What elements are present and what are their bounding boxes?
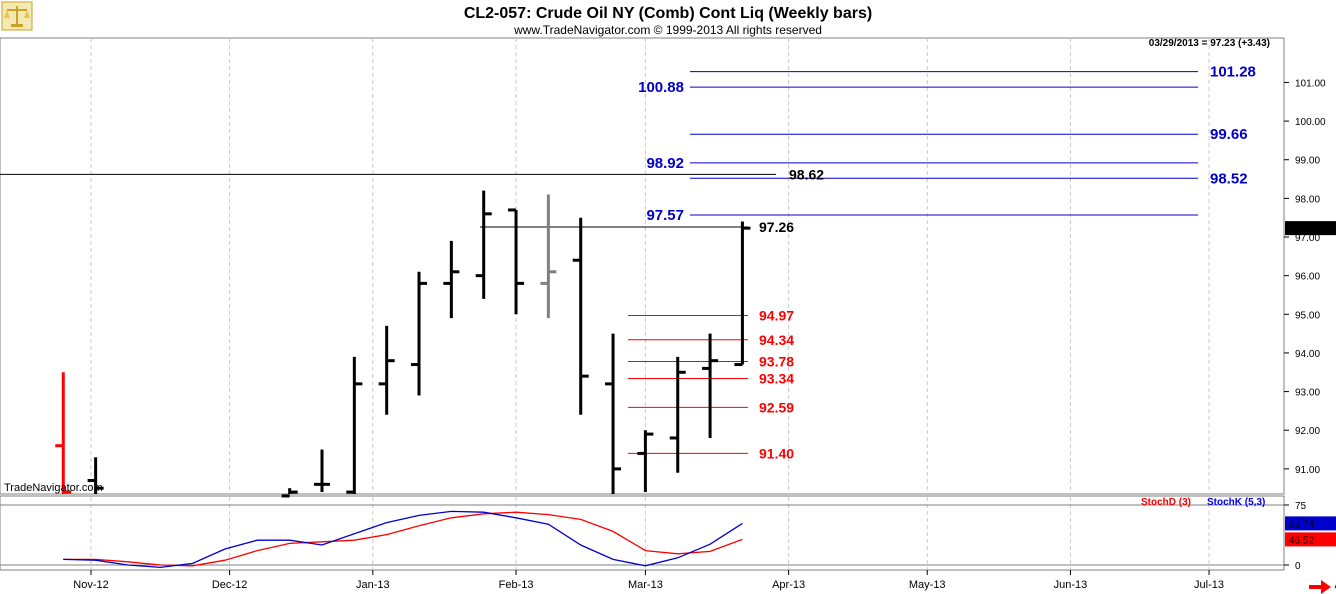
stoch-series [63,510,743,569]
x-tick-label: Dec-12 [212,579,247,591]
stoch-readout-box [1285,516,1336,531]
watermark: TradeNavigator.com [4,482,103,494]
y-tick-label: 91.00 [1295,465,1320,476]
stoch-line [63,510,743,569]
stoch-panel [0,495,1285,571]
level-label: 92.59 [759,399,794,415]
arrow-right-icon[interactable] [1309,580,1331,594]
ohlc-bar [702,333,719,438]
y-tick-label: 98.00 [1295,194,1320,205]
last-value-box [1285,221,1336,236]
ohlc-bar [605,333,622,494]
x-tick-label: Jan-13 [356,579,390,591]
y-tick-label: 92.00 [1295,426,1320,437]
logo-icon [1,1,33,31]
ohlc-bar [572,217,589,415]
level-label: 97.26 [759,219,794,235]
legend-stochK: StochK (5,3) [1207,497,1265,508]
ohlc-bar [411,271,428,396]
stoch-readout-label: 46.52 [1289,535,1314,546]
ohlc-bar [734,221,751,367]
level-label: 98.52 [1210,170,1248,187]
ohlc-bar [55,372,72,494]
level-label: 91.40 [759,445,794,461]
stoch-y-tick-label: 0 [1295,561,1301,572]
x-tick-label: Jul-13 [1194,579,1224,591]
stoch-y-tick-label: 75 [1295,501,1307,512]
ohlc-bar [540,194,557,319]
x-tick-label: Aug-13 [1335,579,1336,591]
ohlc-bar [637,430,654,493]
ohlc-bar [87,457,104,494]
level-label: 94.97 [759,307,794,323]
y-tick-label: 95.00 [1295,310,1320,321]
x-tick-label: Feb-13 [499,579,534,591]
stoch-readouts: 66.74 46.52 [1285,516,1336,547]
ohlc-bar [378,325,395,415]
level-label: 93.34 [759,370,794,386]
ohlc-bar [314,449,330,493]
vertical-gridlines [90,38,1210,569]
x-tick-label: Apr-13 [772,579,805,591]
level-label: 97.57 [646,207,684,224]
x-axis: Nov-12 Dec-12 Jan-13 Feb-13 Mar-13 Apr-13 May-… [73,570,1336,591]
x-tick-label: May-13 [909,579,946,591]
price-y-ticks: 91.00 92.00 93.00 94.00 95.00 96.00 97.00 98.00… [1284,78,1336,476]
last-readout: 03/29/2013 = 97.23 (+3.43) [1149,38,1270,49]
price-panel [0,37,1285,495]
level-label: 99.66 [1210,126,1248,143]
ohlc-bars [55,190,751,498]
level-label: 100.88 [638,79,684,96]
ohlc-bar [346,356,363,494]
y-tick-label: 101.00 [1295,78,1326,89]
level-label: 101.28 [1210,64,1256,81]
level-label: 98.62 [789,166,824,182]
y-tick-label: 99.00 [1295,156,1320,167]
x-tick-label: Nov-12 [73,579,108,591]
y-tick-label: 96.00 [1295,272,1320,283]
x-tick-label: Mar-13 [628,579,663,591]
y-tick-label: 94.00 [1295,349,1320,360]
level-label: 98.92 [646,155,684,172]
stoch-readout-label: 66.74 [1289,519,1314,530]
price-levels: 101.28 100.88 99.66 98.92 98.52 98.62 97.57 97.… [0,64,1256,461]
y-tick-label: 93.00 [1295,388,1320,399]
stoch-readout-box [1285,532,1336,547]
ohlc-bar [669,356,686,473]
ohlc-bar [508,208,525,315]
last-value-label: 97.23 [1289,224,1314,235]
ohlc-bar [281,488,298,498]
chart-title: CL2-057: Crude Oil NY (Comb) Cont Liq (W… [464,5,872,22]
y-tick-label: 97.00 [1295,233,1320,244]
legend-stochD: StochD (3) [1141,497,1191,508]
y-tick-label: 100.00 [1295,117,1326,128]
level-label: 94.34 [759,332,794,348]
level-label: 93.78 [759,353,794,369]
copyright-text: www.TradeNavigator.com © 1999-2013 All r… [513,23,822,37]
ohlc-bar [443,240,460,319]
x-tick-label: Jun-13 [1054,579,1088,591]
ohlc-bar [475,190,492,299]
